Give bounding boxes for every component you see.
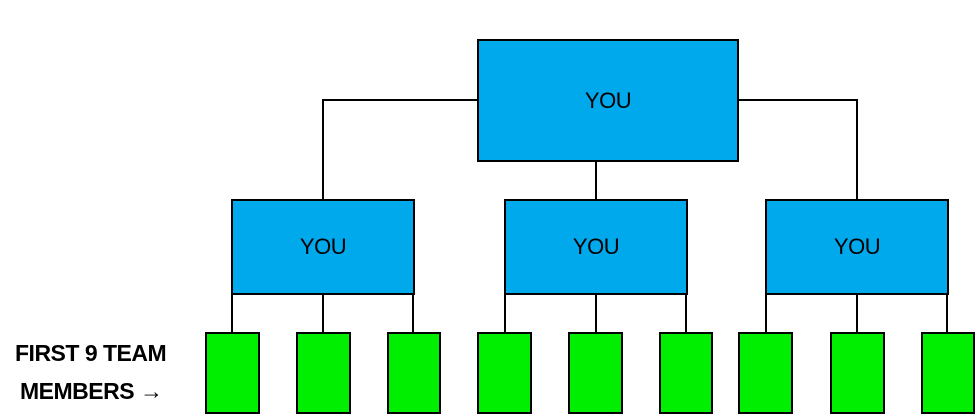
team-member-box [296, 332, 351, 414]
team-member-box [387, 332, 441, 414]
team-label-line1: FIRST 9 TEAM [15, 340, 167, 366]
middle-you-label-center: YOU [572, 234, 620, 259]
middle-you-label-left: YOU [299, 234, 347, 259]
middle-you-label-right: YOU [833, 234, 881, 259]
connector-top-right [738, 99, 858, 199]
top-you-box: YOU [477, 39, 739, 162]
team-member-box [568, 332, 623, 414]
team-member-box [659, 332, 713, 414]
middle-you-box-center: YOU [504, 199, 688, 295]
team-member-box [830, 332, 885, 414]
connector-top-left [322, 99, 477, 199]
middle-you-box-left: YOU [231, 199, 415, 295]
team-member-box [921, 332, 975, 414]
team-member-box [738, 332, 793, 414]
middle-you-box-right: YOU [765, 199, 949, 295]
team-member-box [477, 332, 532, 414]
team-member-box [205, 332, 260, 414]
team-label-line2: MEMBERS → [20, 378, 163, 404]
top-you-label: YOU [584, 87, 632, 113]
